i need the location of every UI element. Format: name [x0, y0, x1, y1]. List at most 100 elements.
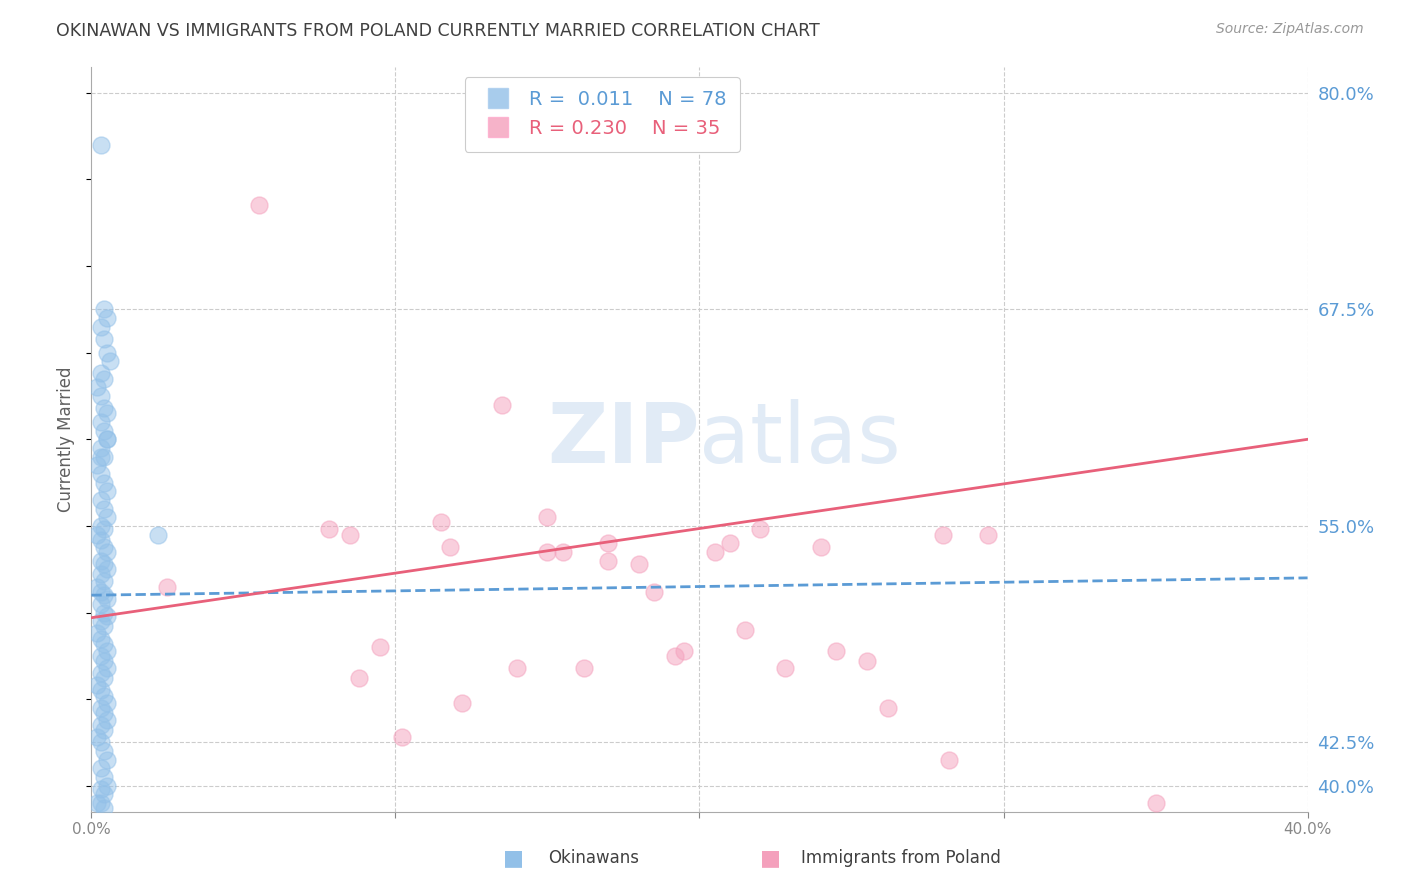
Point [391, 730, 413, 744]
Point [93, 450, 115, 464]
Point [451, 696, 474, 710]
Point [156, 580, 179, 594]
Point [368, 640, 391, 655]
Point [89, 666, 111, 681]
Point [86, 730, 108, 744]
Point [89, 632, 111, 646]
Text: OKINAWAN VS IMMIGRANTS FROM POLAND CURRENTLY MARRIED CORRELATION CHART: OKINAWAN VS IMMIGRANTS FROM POLAND CURRE… [56, 22, 820, 40]
Point [703, 545, 725, 559]
Point [89, 319, 111, 334]
Point [96, 311, 118, 326]
Point [86, 626, 108, 640]
Point [855, 654, 877, 668]
Point [89, 492, 111, 507]
Point [718, 536, 741, 550]
Point [89, 584, 111, 599]
Point [598, 553, 620, 567]
Point [93, 574, 115, 589]
Point [89, 614, 111, 628]
Point [93, 770, 115, 784]
Point [89, 467, 111, 481]
Point [86, 458, 108, 473]
Point [89, 700, 111, 714]
Point [96, 713, 118, 727]
Point [93, 606, 115, 620]
Point [825, 643, 848, 657]
Point [89, 137, 111, 152]
Point [977, 527, 1000, 541]
Point [86, 678, 108, 692]
Point [536, 510, 558, 524]
Point [93, 424, 115, 438]
Point [93, 588, 115, 602]
Point [86, 580, 108, 594]
Point [1144, 796, 1167, 810]
Point [89, 796, 111, 810]
Point [96, 433, 118, 447]
Point [93, 619, 115, 633]
Point [86, 527, 108, 541]
Point [96, 753, 118, 767]
Point [86, 796, 108, 810]
Point [89, 567, 111, 582]
Point [93, 501, 115, 516]
Point [89, 367, 111, 381]
Point [96, 661, 118, 675]
Point [247, 198, 270, 212]
Point [536, 545, 558, 559]
Point [96, 345, 118, 359]
Point [89, 553, 111, 567]
Point [551, 545, 574, 559]
Point [598, 536, 620, 550]
Text: atlas: atlas [699, 399, 901, 480]
Y-axis label: Currently Married: Currently Married [58, 367, 76, 512]
Point [673, 643, 696, 657]
Point [89, 415, 111, 429]
Point [93, 302, 115, 317]
Point [93, 557, 115, 571]
Legend: R =  0.011    N = 78, R = 0.230    N = 35: R = 0.011 N = 78, R = 0.230 N = 35 [464, 77, 740, 152]
Point [96, 643, 118, 657]
Text: Okinawans: Okinawans [548, 849, 640, 867]
Point [318, 522, 340, 536]
Point [96, 609, 118, 624]
Point [96, 696, 118, 710]
Point [89, 782, 111, 797]
Point [96, 779, 118, 793]
Point [96, 433, 118, 447]
Point [643, 584, 665, 599]
Point [749, 522, 772, 536]
Point [627, 557, 650, 571]
Point [89, 519, 111, 533]
Point [430, 516, 453, 530]
Point [96, 545, 118, 559]
Point [93, 372, 115, 386]
Point [93, 332, 115, 346]
Point [89, 450, 111, 464]
Point [89, 597, 111, 611]
Point [89, 648, 111, 663]
Point [96, 510, 118, 524]
Point [93, 689, 115, 703]
Point [347, 671, 370, 685]
Point [148, 527, 170, 541]
Point [86, 380, 108, 394]
Point [98, 354, 121, 368]
Point [93, 671, 115, 685]
Point [89, 761, 111, 775]
Point [93, 540, 115, 554]
Text: Immigrants from Poland: Immigrants from Poland [801, 849, 1001, 867]
Point [93, 706, 115, 720]
Point [93, 522, 115, 536]
Point [96, 484, 118, 499]
Point [93, 801, 115, 815]
Point [931, 527, 953, 541]
Point [89, 389, 111, 403]
Point [93, 637, 115, 651]
Point [506, 661, 529, 675]
Point [93, 744, 115, 758]
Point [491, 398, 513, 412]
Point [96, 406, 118, 420]
Point [439, 540, 461, 554]
Point [93, 723, 115, 738]
